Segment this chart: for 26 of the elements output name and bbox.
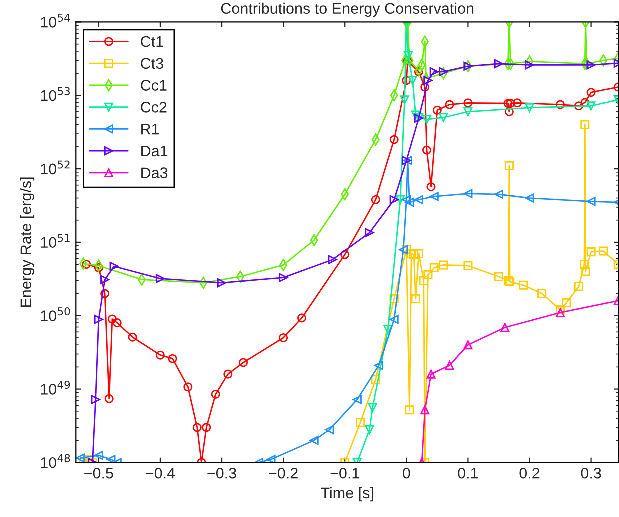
y-tick-label: 10$^{52}$: [41, 160, 70, 175]
legend-label: Cc1: [141, 80, 167, 91]
y-tick-label: 10$^{51}$: [41, 234, 70, 248]
x-axis-title: Time [s]: [321, 487, 374, 502]
y-tick-label: 10$^{53}$: [41, 87, 70, 102]
x-tick-label: 0: [403, 468, 410, 479]
x-tick-label: −0.3: [208, 468, 236, 479]
x-tick-label: −0.4: [146, 468, 176, 479]
legend-label: R1: [142, 124, 160, 135]
x-tick-label: −0.1: [330, 468, 360, 479]
y-tick-label: 10$^{49}$: [41, 380, 70, 395]
y-tick-label: 10$^{54}$: [41, 14, 70, 28]
x-tick-label: −0.2: [269, 468, 298, 479]
legend-label: Ct1: [141, 36, 164, 48]
x-tick-label: 0.3: [581, 468, 602, 479]
x-tick-label: 0.1: [458, 468, 478, 479]
y-tick-label: 10$^{48}$: [41, 454, 70, 468]
x-tick-label: 0.2: [520, 468, 540, 479]
x-tick-label: −0.5: [84, 468, 114, 479]
y-tick-label: 10$^{50}$: [41, 308, 70, 322]
legend-label: Cc2: [141, 102, 167, 113]
legend-label: Da3: [142, 168, 168, 178]
legend-label: Ct3: [141, 58, 164, 70]
y-axis-title: Energy Rate [erg/s]: [20, 178, 35, 308]
chart-title: Contributions to Energy Conservation: [221, 2, 474, 18]
legend-label: Da1: [142, 146, 168, 157]
